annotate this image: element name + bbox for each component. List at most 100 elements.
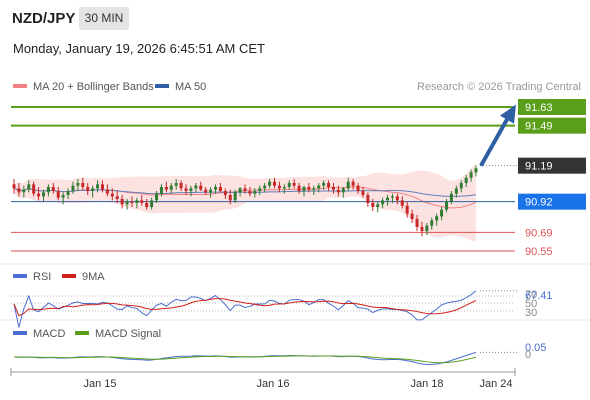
price-tag-label: 90.69 [525, 227, 553, 239]
price-tag-box [518, 193, 586, 210]
candle-body [233, 192, 237, 201]
candle-body [292, 183, 296, 186]
macd-signal-line [13, 355, 477, 364]
macd-signal-legend-swatch [75, 331, 89, 335]
rsi-signal-line [13, 298, 477, 317]
candle-body [454, 188, 458, 194]
candle-body [405, 205, 409, 214]
rsi-level-50: 50 [525, 298, 537, 310]
rsi-level-70: 70 [525, 289, 537, 301]
candle-body [317, 185, 321, 189]
candle-body [130, 201, 134, 203]
candle-body [341, 188, 345, 193]
candle-body [435, 216, 439, 221]
ma50-legend-swatch [155, 84, 169, 88]
candle-body [105, 189, 109, 194]
candle-body [425, 225, 429, 231]
rsi-plot [11, 290, 518, 328]
candle-body [243, 188, 247, 191]
timeframe-badge[interactable]: 30 MIN [79, 7, 129, 30]
candle-body [356, 185, 360, 191]
candle-body [410, 213, 414, 219]
price-tag-label: 90.92 [525, 197, 553, 209]
candle-body [66, 191, 70, 195]
candle-body [366, 195, 370, 203]
price-tag-box [518, 99, 586, 115]
candle-body [145, 203, 149, 207]
rsi-level-30: 30 [525, 307, 537, 319]
candle-body [37, 193, 41, 197]
candle-body [336, 189, 340, 193]
candle-body [287, 183, 291, 187]
bollinger-band [14, 162, 476, 243]
candle-body [32, 184, 36, 194]
candle-body [395, 196, 399, 201]
candle-body [390, 196, 394, 198]
candle-body [110, 193, 114, 197]
forecast-arrow-head [500, 104, 516, 124]
candle-body [120, 199, 124, 205]
candle-body [312, 188, 316, 190]
candle-body [371, 203, 375, 207]
macd-signal-legend-label: MACD Signal [95, 328, 161, 340]
macd-current-value: 0.05 [525, 342, 546, 354]
candle-body [440, 209, 444, 217]
candle-body [81, 183, 85, 187]
price-tag-label: 91.19 [525, 161, 553, 173]
copyright-label: Research © 2026 Trading Central [417, 81, 581, 93]
candle-body [307, 187, 311, 190]
price-tags: 91.63 91.49 91.19 90.92 90.69 90.55 [518, 99, 586, 258]
x-tick-label: Jan 16 [256, 378, 289, 390]
price-tag-box [518, 117, 586, 134]
macd-legend-label: MACD [33, 328, 65, 340]
candle-body [445, 201, 449, 210]
candle-body [474, 168, 478, 173]
price-tag-box [518, 157, 586, 174]
symbol-title: NZD/JPY [12, 10, 76, 27]
candle-body [253, 191, 257, 194]
candle-body [140, 200, 144, 203]
candle-body [150, 200, 154, 207]
candle-body [272, 181, 276, 186]
macd-line [13, 351, 477, 365]
x-tick-label: Jan 15 [83, 378, 116, 390]
forecast-arrow-shaft [479, 116, 510, 167]
candle-body [184, 188, 188, 191]
candle-body [71, 185, 75, 191]
candle-body [331, 187, 335, 190]
candle-body [115, 196, 119, 199]
bollinger-band-area [14, 162, 476, 243]
candle-body [155, 193, 159, 201]
candle-body [214, 187, 218, 190]
chart-header: NZD/JPY 30 MIN Monday, January 19, 2026 … [0, 0, 590, 70]
candles [12, 165, 478, 237]
candle-body [204, 189, 208, 193]
candle-body [282, 187, 286, 189]
candle-body [56, 191, 60, 198]
candle-body [268, 181, 272, 186]
candle-body [86, 187, 90, 191]
candle-body [135, 200, 139, 203]
price-tag-label: 91.63 [525, 102, 553, 114]
candle-body [27, 184, 31, 190]
candle-body [228, 195, 232, 201]
rsi-current-value: 67.41 [525, 290, 553, 302]
candle-body [327, 183, 331, 187]
candle-body [351, 181, 355, 186]
candle-body [346, 181, 350, 189]
candle-body [386, 197, 390, 201]
candle-body [91, 188, 95, 191]
rsi-legend-label: RSI [33, 271, 51, 283]
candle-body [76, 183, 80, 186]
ma20-legend-swatch [13, 84, 27, 88]
candle-body [194, 185, 198, 189]
macd-legend-swatch [13, 331, 27, 335]
candle-body [159, 187, 163, 194]
candle-body [12, 184, 16, 189]
candle-body [415, 219, 419, 227]
candle-body [361, 191, 365, 195]
candle-body [297, 185, 301, 191]
candle-body [100, 184, 104, 190]
ma50-legend-label: MA 50 [175, 81, 206, 93]
candle-body [449, 193, 453, 202]
